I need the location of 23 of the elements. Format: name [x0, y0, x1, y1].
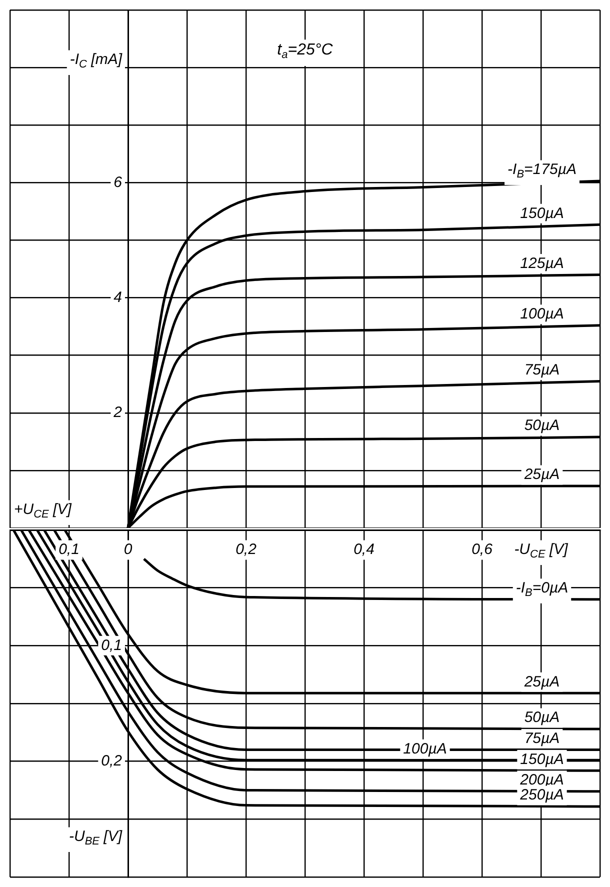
x-tick-label: 0,6	[472, 541, 494, 558]
series-label: 100µA	[520, 306, 564, 323]
series-label: 250µA	[519, 786, 564, 804]
y-tick-label: 0,1	[101, 636, 122, 654]
y-tick-label: 0,2	[101, 752, 123, 770]
y-tick-label: 4	[114, 288, 122, 306]
x-tick-label: 0	[124, 541, 133, 558]
series-label: 150µA	[520, 204, 564, 222]
series-label: 50µA	[524, 709, 560, 726]
y-tick-label: 2	[112, 404, 123, 422]
x-tick-label: 0,1	[58, 541, 80, 558]
series-label: 75µA	[524, 730, 560, 747]
series-label: 50µA	[524, 417, 560, 434]
series-label: 75µA	[524, 361, 560, 378]
series-label: 25µA	[523, 673, 560, 690]
x-tick-label: 0,4	[354, 541, 374, 558]
x-tick-label: 0,2	[236, 541, 258, 558]
y-tick-label: 6	[114, 174, 123, 191]
series-label: 25µA	[523, 466, 560, 484]
series-label: 125µA	[520, 254, 564, 272]
series-label: 150µA	[520, 750, 564, 768]
series-label: 100µA	[403, 740, 447, 758]
series-label: 200µA	[519, 772, 564, 789]
